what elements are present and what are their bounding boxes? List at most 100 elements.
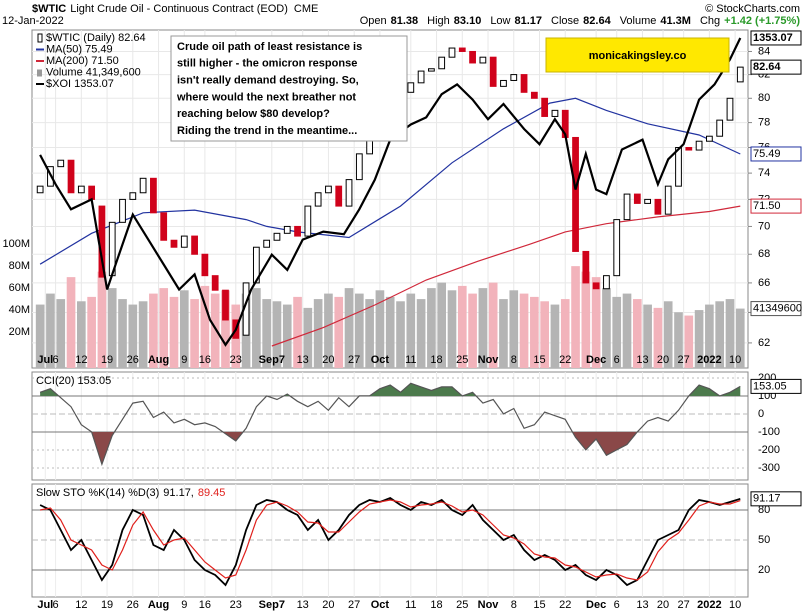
x-tick-label: 27 (678, 354, 690, 366)
watermark: monicakingsley.co (589, 50, 687, 62)
volume-bar (560, 299, 570, 368)
volume-bar (293, 296, 302, 368)
candle (500, 79, 507, 87)
volume-bar (457, 285, 467, 368)
indicator-line (39, 499, 741, 581)
x-tick-label: 13 (636, 354, 648, 366)
candle (67, 159, 75, 194)
x-tick-label: 22 (559, 599, 571, 611)
value-tag: 82.64 (753, 61, 781, 73)
chart-title: $WTIC Light Crude Oil - Continuous Contra… (32, 3, 318, 15)
volume-bar (705, 304, 714, 368)
y-tick-label: 68 (758, 248, 770, 260)
candle (633, 193, 641, 204)
volume-bar (375, 290, 385, 368)
x-tick-label: 26 (127, 354, 139, 366)
volume-tick-label: 80M (9, 260, 30, 272)
y-tick-label: 84 (758, 45, 770, 57)
volume-bar (190, 299, 199, 368)
volume-bar (107, 288, 117, 368)
candle (57, 159, 65, 168)
volume-bar (406, 293, 416, 368)
volume-bar (725, 299, 735, 368)
indicator-title: CCI(20) 153.05 (36, 375, 111, 387)
quote-value: +1.42 (+1.75%) (724, 15, 800, 27)
y-tick-label: 70 (758, 220, 770, 232)
candle (150, 177, 157, 214)
legend-label: Volume 41,349,600 (46, 66, 141, 78)
volume-bar (499, 299, 508, 368)
volume-bar (262, 299, 271, 368)
x-tick-label: 13 (636, 599, 648, 611)
volume-bar (385, 296, 395, 368)
volume-bar (622, 293, 632, 368)
volume-bar (396, 301, 405, 368)
candle (304, 205, 312, 237)
quote-label: High (427, 15, 450, 27)
x-tick-label: Jul (37, 599, 53, 611)
x-tick-label: 20 (657, 354, 669, 366)
candle (644, 198, 651, 204)
annotation-box (170, 35, 408, 142)
volume-bar (519, 293, 529, 368)
y-tick-label: 50 (758, 534, 770, 546)
indicator-legend: Slow STO %K(14) %D(3) 91.17, 89.45 (36, 487, 225, 499)
x-tick-label: 16 (199, 599, 211, 611)
x-tick-label: 19 (101, 599, 113, 611)
candle (438, 56, 446, 70)
candle (664, 185, 672, 215)
quote-value: 41.3M (660, 15, 691, 27)
volume-bar (663, 301, 673, 368)
x-tick-label: 23 (230, 599, 242, 611)
quote-value: 81.17 (515, 15, 543, 27)
volume-bar (509, 290, 519, 368)
y-tick-label: 80 (758, 92, 770, 104)
candle (706, 135, 713, 142)
x-tick-label: 6 (53, 354, 59, 366)
volume-bar (684, 315, 694, 368)
candle (273, 232, 281, 241)
candle (345, 179, 353, 207)
y-tick-label: 20 (758, 564, 770, 576)
volume-bar (97, 271, 107, 368)
candle (530, 91, 538, 99)
indicator-line (39, 382, 741, 467)
indicator-title: Slow STO %K(14) %D(3) (36, 487, 159, 499)
volume-bar (530, 296, 539, 368)
x-tick-label: 25 (456, 354, 468, 366)
y-tick-label: -100 (758, 426, 780, 438)
candle (222, 289, 229, 321)
volume-bar (416, 299, 426, 368)
volume-bar (591, 277, 601, 368)
panel-frame (31, 371, 749, 481)
volume-bar (128, 304, 138, 368)
volume-bar (313, 299, 323, 368)
x-tick-label: 2022 (697, 599, 721, 611)
candle (510, 74, 518, 81)
volume-bar (46, 293, 55, 368)
x-tick-label: 9 (181, 354, 187, 366)
volume-bar (427, 288, 436, 368)
indicator-legend-value: 89.45 (198, 487, 226, 499)
quote-value: 83.10 (454, 15, 482, 27)
x-tick-label: Oct (371, 599, 390, 611)
volume-tick-label: 20M (9, 326, 30, 338)
value-tag: 91.17 (753, 493, 781, 505)
volume-bar (56, 299, 66, 368)
volume-bar (735, 308, 745, 368)
volume-bar (632, 299, 642, 368)
volume-bar (653, 307, 663, 368)
quote-value: 82.64 (583, 15, 611, 27)
candle (325, 185, 332, 194)
x-tick-label: 19 (101, 354, 113, 366)
exchange: CME (294, 3, 318, 15)
annotation-line: where would the next breather not (176, 91, 356, 103)
x-tick-label: 25 (456, 599, 468, 611)
candle (407, 82, 415, 93)
indicator-legend-value: 91.17, (163, 487, 194, 499)
candle (180, 235, 188, 248)
value-tag-box (750, 59, 802, 75)
x-tick-label: Dec (586, 599, 606, 611)
candle (685, 147, 693, 151)
x-tick-label: 15 (533, 599, 545, 611)
